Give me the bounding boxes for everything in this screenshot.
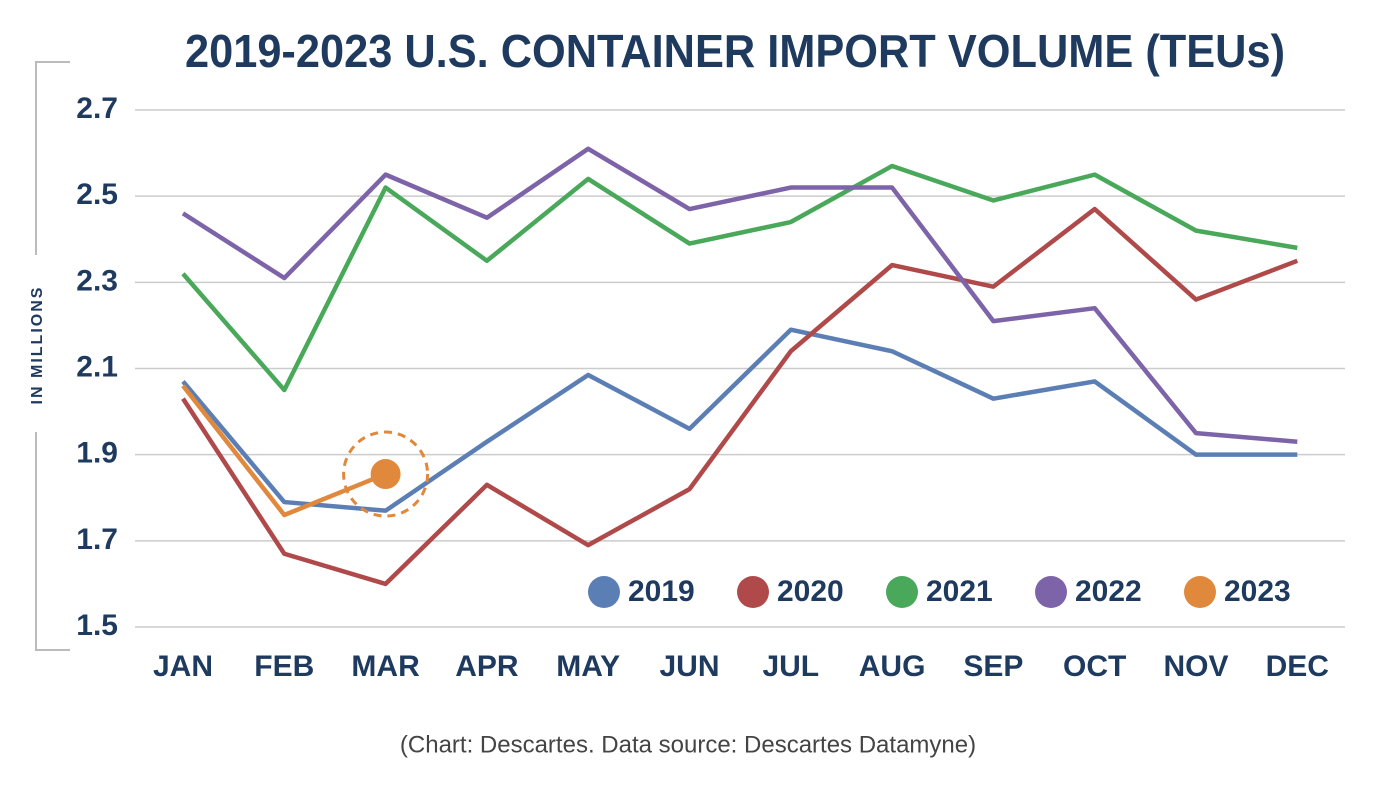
x-tick-label: JUL bbox=[762, 650, 819, 683]
line-series bbox=[181, 206, 1299, 587]
y-tick-label: 2.5 bbox=[76, 178, 118, 211]
y-tick-label: 1.5 bbox=[76, 609, 118, 642]
legend-label: 2023 bbox=[1224, 575, 1291, 608]
x-tick-label: AUG bbox=[859, 650, 926, 683]
highlight-ring bbox=[342, 430, 430, 518]
legend-label: 2021 bbox=[926, 575, 993, 608]
x-tick-label: JUN bbox=[659, 650, 719, 683]
legend-swatch bbox=[1184, 576, 1216, 608]
y-tick-label: 2.7 bbox=[76, 92, 118, 125]
end-point bbox=[370, 459, 401, 490]
x-tick-label: SEP bbox=[963, 650, 1023, 683]
legend-swatch bbox=[1035, 576, 1067, 608]
x-tick-label: MAR bbox=[351, 650, 420, 683]
x-tick-label: OCT bbox=[1063, 650, 1126, 683]
x-tick-label: JAN bbox=[153, 650, 213, 683]
chart-title: 2019-2023 U.S. CONTAINER IMPORT VOLUME (… bbox=[185, 25, 1285, 77]
legend-label: 2020 bbox=[777, 575, 844, 608]
source-note: (Chart: Descartes. Data source: Descarte… bbox=[400, 731, 976, 758]
y-tick-label: 1.9 bbox=[76, 437, 118, 470]
x-tick-label: MAY bbox=[556, 650, 620, 683]
x-tick-label: NOV bbox=[1163, 650, 1228, 683]
legend-swatch bbox=[588, 576, 620, 608]
x-tick-label: FEB bbox=[254, 650, 314, 683]
y-tick-label: 1.7 bbox=[76, 523, 118, 556]
y-tick-label: 2.1 bbox=[76, 350, 118, 383]
y-tick-label: 2.3 bbox=[76, 264, 118, 297]
x-tick-label: DEC bbox=[1266, 650, 1329, 683]
line-series bbox=[181, 384, 387, 518]
legend-label: 2019 bbox=[628, 575, 695, 608]
y-axis-label: IN MILLIONS bbox=[29, 286, 46, 405]
legend-swatch bbox=[886, 576, 918, 608]
line-series bbox=[181, 146, 1298, 444]
line-series bbox=[181, 163, 1298, 393]
line-series bbox=[181, 327, 1298, 513]
x-tick-label: APR bbox=[455, 650, 519, 683]
legend-swatch bbox=[737, 576, 769, 608]
axis-bracket bbox=[35, 61, 70, 651]
legend-label: 2022 bbox=[1075, 575, 1142, 608]
